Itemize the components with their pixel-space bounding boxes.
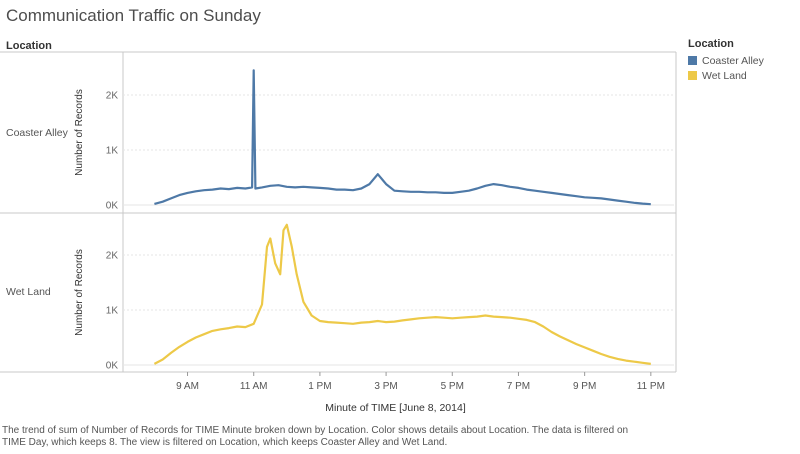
y-axis-title: Number of Records <box>74 249 85 336</box>
legend-swatch-coaster-alley <box>688 56 697 65</box>
y-tick-label: 1K <box>106 306 119 317</box>
x-tick-label: 7 PM <box>507 381 530 392</box>
row-header: Location <box>6 40 52 52</box>
x-tick-label: 3 PM <box>374 381 397 392</box>
series-line-wet-land <box>153 223 651 365</box>
legend: Location Coaster Alley Wet Land <box>688 38 764 83</box>
x-tick-label: 11 AM <box>240 381 268 392</box>
legend-label-coaster-alley: Coaster Alley <box>702 54 764 67</box>
legend-item-wet-land[interactable]: Wet Land <box>688 68 764 83</box>
x-tick-label: 11 PM <box>637 381 665 392</box>
y-tick-label: 1K <box>106 146 119 157</box>
legend-swatch-wet-land <box>688 71 697 80</box>
y-tick-label: 2K <box>106 91 119 102</box>
legend-title: Location <box>688 38 734 50</box>
x-tick-label: 5 PM <box>441 381 464 392</box>
x-tick-label: 9 PM <box>573 381 596 392</box>
x-tick-label: 1 PM <box>308 381 331 392</box>
y-tick-label: 2K <box>106 251 119 262</box>
series-line-coaster-alley <box>154 69 651 206</box>
row-label-wet-land: Wet Land <box>6 286 51 298</box>
legend-label-wet-land: Wet Land <box>702 69 747 82</box>
chart-caption: The trend of sum of Number of Records fo… <box>2 425 629 448</box>
row-label-coaster-alley: Coaster Alley <box>6 127 68 139</box>
chart-title: Communication Traffic on Sunday <box>6 6 261 25</box>
x-axis-title: Minute of TIME [June 8, 2014] <box>325 402 466 414</box>
y-axis-title: Number of Records <box>74 89 85 176</box>
x-tick-label: 9 AM <box>176 381 199 392</box>
y-tick-label: 0K <box>106 361 119 372</box>
y-tick-label: 0K <box>106 201 119 212</box>
legend-item-coaster-alley[interactable]: Coaster Alley <box>688 53 764 68</box>
